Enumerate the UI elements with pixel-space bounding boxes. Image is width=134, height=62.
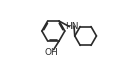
Text: HN: HN [65,22,78,31]
Text: OH: OH [44,48,58,57]
